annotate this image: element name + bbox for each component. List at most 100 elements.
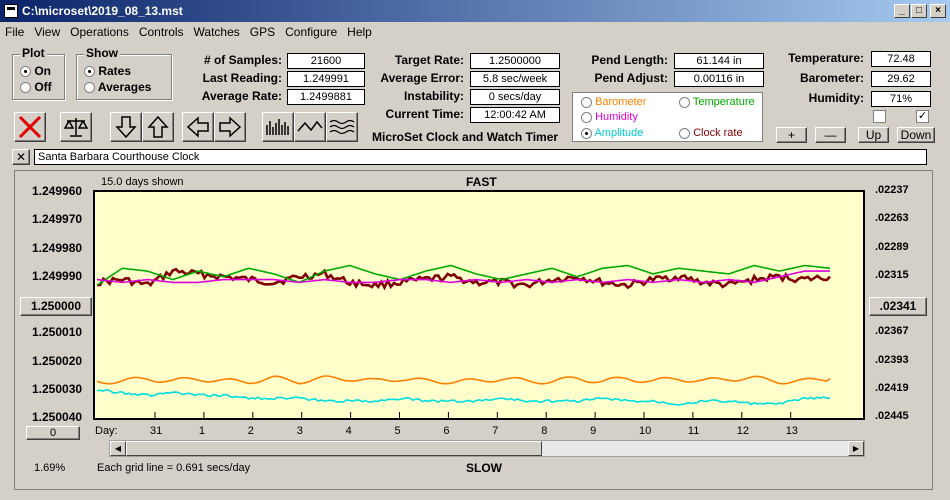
clock-name-input[interactable]: Santa Barbara Courthouse Clock [34,149,927,165]
show-averages-radio[interactable] [84,82,95,94]
title-bar: C:\microset\2019_08_13.mst _ □ × [0,0,950,22]
scroll-right-button[interactable] [214,112,246,142]
offset-zero-button[interactable]: 0 [26,426,80,440]
day-tick-label: 10 [639,425,652,437]
day-tick-label: 6 [443,425,450,437]
legend-barometer-label: Barometer [595,96,647,108]
balance-button[interactable] [60,112,92,142]
series-clock-rate [96,267,831,291]
window-title: C:\microset\2019_08_13.mst [22,4,183,18]
minus-button[interactable]: — [815,127,846,143]
rate-chart [96,264,831,418]
plot-on-option[interactable]: On [20,64,51,78]
day-tick-label: 8 [541,425,548,437]
day-tick-label: 3 [296,425,303,437]
day-tick-label: 31 [150,425,163,437]
menu-controls[interactable]: Controls [138,25,184,39]
plot-off-radio[interactable] [20,82,31,94]
bar-graph-icon [266,119,289,135]
legend-clock-rate[interactable]: Clock rate [679,127,743,139]
days-shown-label: 15.0 days shown [101,176,184,188]
pend-length-value: 61.144 in [674,53,764,69]
wave-plot-button[interactable] [326,112,358,142]
shift-up-button[interactable] [142,112,174,142]
down-button[interactable]: Down [897,127,935,143]
plot-group-title: Plot [20,46,47,60]
scrollbar-thumb[interactable] [126,441,542,456]
barometer-label: Barometer: [799,71,864,85]
menu-gps[interactable]: GPS [249,25,276,39]
zigzag-line-icon [297,120,323,132]
menu-file[interactable]: File [5,25,25,39]
shift-down-button[interactable] [110,112,142,142]
stop-button[interactable] [14,112,46,142]
right-axis-tick: .02289 [875,240,909,253]
up-arrow-icon [147,115,169,138]
plot-on-label: On [34,64,52,78]
center-amplitude-button[interactable]: .02341 [869,297,927,316]
legend-barometer[interactable]: Barometer [581,96,646,108]
average-error-label: Average Error: [380,71,464,85]
left-axis-tick: 1.249980 [32,240,83,255]
humidity-value: 71% [871,91,931,107]
average-rate-label: Average Rate: [201,89,282,103]
clear-name-button[interactable]: ✕ [12,149,30,165]
menu-operations[interactable]: Operations [70,25,129,39]
menu-help[interactable]: Help [347,25,372,39]
app-icon [4,4,18,18]
show-rates-radio[interactable] [84,66,95,78]
up-button[interactable]: Up [858,127,889,143]
center-rate-button[interactable]: 1.250000 [20,297,92,316]
legend-amplitude[interactable]: Amplitude [581,127,643,139]
close-button[interactable]: × [930,4,946,18]
show-group [76,54,172,100]
minimize-button[interactable]: _ [894,4,910,18]
last-reading-value: 1.249991 [287,71,365,87]
temperature-label: Temperature: [788,51,864,65]
sensor-checkbox-1[interactable] [873,110,886,123]
temperature-value: 72.48 [871,51,931,67]
bar-plot-button[interactable] [262,112,294,142]
slow-label: SLOW [466,461,502,475]
left-axis-tick: 1.249990 [32,268,83,283]
legend-temperature[interactable]: Temperature [679,96,755,108]
menu-view[interactable]: View [34,25,61,39]
line-plot-button[interactable] [294,112,326,142]
right-axis-tick: .02419 [875,381,909,394]
legend-amplitude-label: Amplitude [594,127,644,139]
legend-humidity-radio[interactable] [581,111,592,123]
scroll-left-button[interactable] [182,112,214,142]
day-tick-label: 7 [492,425,499,437]
right-axis-tick: .02445 [875,410,909,422]
sensor-checkbox-2[interactable]: ✓ [916,110,929,123]
legend-humidity-label: Humidity [595,111,638,123]
day-axis-label: Day: [95,425,118,437]
show-averages-label: Averages [97,80,152,94]
app-caption: MicroSet Clock and Watch Timer [372,130,559,144]
maximize-button[interactable]: □ [911,4,927,18]
show-rates-option[interactable]: Rates [84,64,131,78]
plot-on-radio[interactable] [20,66,31,78]
show-averages-option[interactable]: Averages [84,80,151,94]
plus-button[interactable]: + [776,127,807,143]
menu-configure[interactable]: Configure [285,25,338,39]
scroll-left-arrow-icon[interactable]: ◀ [110,441,126,456]
chart-area [14,170,933,490]
average-error-value: 5.8 sec/week [470,71,560,87]
scroll-right-arrow-icon[interactable]: ▶ [848,441,864,456]
legend-box: Barometer Temperature Humidity Amplitude… [572,92,763,142]
plot-off-option[interactable]: Off [20,80,52,94]
legend-humidity[interactable]: Humidity [581,111,638,123]
legend-barometer-radio[interactable] [581,96,592,108]
left-axis-tick: 1.250030 [32,381,83,396]
menu-watches[interactable]: Watches [193,25,240,39]
legend-temperature-radio[interactable] [679,96,690,108]
instability-label: Instability: [403,89,464,103]
legend-clock-rate-radio[interactable] [679,127,690,139]
right-axis-tick: .02393 [875,353,909,366]
down-arrow-icon [115,116,137,139]
current-time-value: 12:00:42 AM [470,107,560,123]
left-axis-tick: 1.250010 [32,325,83,340]
horizontal-scrollbar[interactable]: ◀ ▶ [109,440,865,457]
legend-amplitude-radio[interactable] [581,127,592,139]
